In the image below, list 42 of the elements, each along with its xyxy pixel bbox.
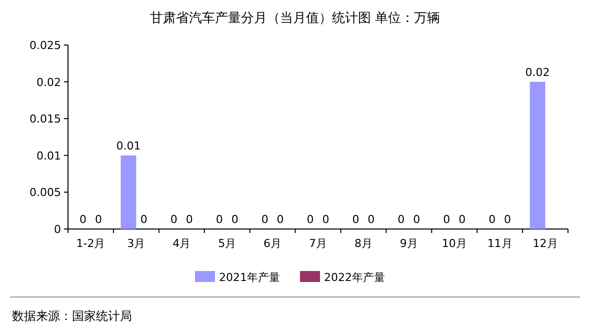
data-label: 0 — [352, 213, 360, 226]
y-tick-label: 0.025 — [30, 39, 61, 52]
x-tick-label: 12月 — [532, 237, 558, 250]
y-tick-label: 0 — [54, 223, 61, 236]
data-label: 0 — [231, 213, 238, 226]
y-tick-label: 0.02 — [36, 76, 61, 89]
x-tick-label: 9月 — [400, 237, 418, 250]
x-tick-label: 8月 — [354, 237, 372, 250]
data-label: 0 — [488, 213, 496, 226]
data-label: 0 — [398, 213, 405, 226]
data-label: 0 — [504, 213, 512, 226]
source-note: 数据来源：国家统计局 — [12, 309, 132, 323]
data-label: 0 — [458, 213, 466, 226]
legend-label: 2021年产量 — [219, 271, 280, 284]
data-label: 0 — [80, 213, 86, 226]
data-label: 0 — [413, 213, 420, 226]
data-label: 0 — [261, 213, 268, 226]
data-label: 0 — [216, 213, 223, 226]
x-tick-label: 5月 — [218, 237, 236, 250]
chart-title: 甘肃省汽车产量分月（当月值）统计图 单位：万辆 — [150, 11, 440, 26]
data-label: 0 — [322, 213, 330, 226]
data-label: 0 — [170, 213, 178, 226]
legend-label: 2022年产量 — [324, 271, 385, 284]
y-tick-label: 0.015 — [30, 112, 61, 126]
data-label: 0.02 — [525, 66, 550, 79]
data-label: 0 — [94, 213, 102, 226]
data-label: 0 — [443, 213, 450, 226]
data-label: 0.01 — [116, 139, 141, 152]
x-tick-label: 6月 — [264, 237, 282, 250]
x-tick-label: 10月 — [442, 237, 467, 250]
y-tick-label: 0.01 — [36, 149, 61, 162]
data-label: 0 — [306, 213, 314, 226]
x-tick-label: 11月 — [487, 237, 512, 250]
data-label: 0 — [140, 213, 148, 226]
y-tick-label: 0.005 — [30, 186, 61, 200]
data-label: 0 — [368, 213, 375, 226]
data-label: 0 — [276, 213, 284, 226]
data-label: 0 — [186, 213, 193, 226]
x-tick-label: 7月 — [309, 237, 327, 250]
x-tick-label: 3月 — [127, 237, 146, 250]
x-tick-label: 4月 — [172, 237, 191, 250]
x-tick-label: 1-2月 — [76, 237, 106, 250]
